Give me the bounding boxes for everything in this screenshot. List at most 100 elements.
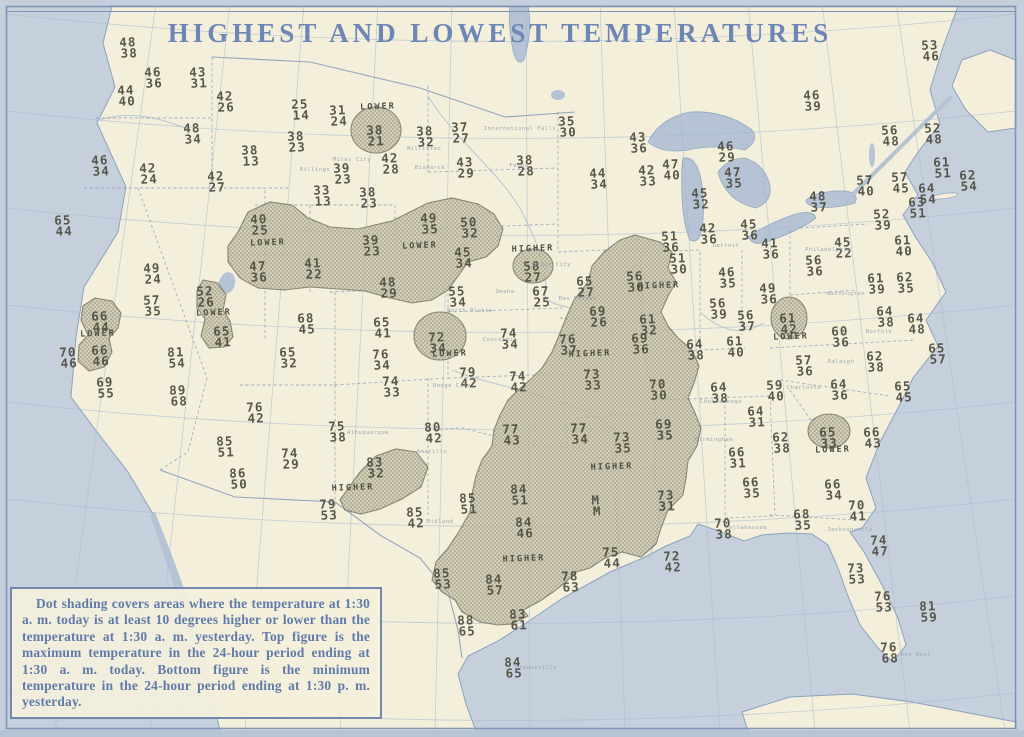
min-temp: 46	[922, 47, 940, 64]
station-temps: 75 44	[601, 544, 621, 570]
great-lakes	[218, 5, 954, 294]
station-temps: 57 45	[890, 169, 910, 196]
station-temps: 52 26	[195, 283, 215, 310]
min-temp: M	[592, 502, 602, 519]
min-temp: 41	[374, 324, 392, 341]
station-temps: 43 29	[455, 154, 475, 180]
city-label: Albuquerque	[347, 430, 389, 436]
station-temps: 70 46	[58, 344, 78, 371]
station-temps: 42 27	[206, 168, 226, 194]
min-temp: 40	[663, 166, 681, 183]
min-temp: 48	[925, 130, 943, 147]
station-temps: 76 34	[371, 346, 391, 373]
station-temps: 85 42	[405, 504, 425, 531]
station-temps: 48 34	[182, 120, 202, 146]
min-temp: 61	[510, 616, 528, 633]
station-temps: 50 32	[459, 214, 479, 240]
station-temps: 69 55	[95, 374, 115, 401]
min-temp: 26	[217, 98, 235, 115]
min-temp: 42	[407, 514, 425, 531]
city-label: Detroit	[712, 243, 740, 249]
min-temp: 32	[367, 464, 385, 481]
station-temps: 48 38	[118, 34, 138, 60]
map-title: HIGHEST AND LOWEST TEMPERATURES	[167, 18, 833, 48]
station-temps: 61 51	[932, 154, 952, 181]
min-temp: 34	[571, 430, 589, 447]
city-label: Philadelphia	[805, 247, 851, 253]
min-temp: 39	[874, 216, 892, 233]
station-temps: 84 51	[509, 481, 529, 508]
station-temps: 47 35	[723, 164, 743, 190]
min-temp: 36	[250, 268, 268, 285]
station-temps: 64 38	[685, 336, 705, 362]
station-temps: 69 26	[588, 303, 608, 329]
station-temps: 43 31	[188, 64, 208, 90]
min-temp: 24	[140, 170, 158, 187]
city-label: Chattanooga	[700, 399, 742, 405]
min-temp: 46	[60, 354, 78, 371]
min-temp: 36	[832, 333, 850, 350]
min-temp: 32	[640, 321, 658, 338]
min-temp: 45	[895, 388, 913, 405]
shading-region-label: LOWER	[360, 101, 396, 113]
min-temp: 36	[796, 362, 814, 379]
shading-region-label: HIGHER	[502, 553, 546, 565]
station-temps: 40 25	[249, 211, 269, 237]
station-temps: 48 37	[808, 188, 828, 214]
station-temps: 77 34	[569, 420, 589, 447]
min-temp: 34	[373, 356, 391, 373]
station-temps: 61 40	[893, 232, 913, 258]
station-temps: 47 40	[661, 156, 681, 183]
station-temps: 39 23	[332, 160, 352, 186]
station-temps: 62 35	[895, 269, 915, 295]
shading-region-label: HIGHER	[511, 243, 555, 255]
min-temp: 51	[217, 443, 235, 460]
station-temps: 73 35	[612, 429, 632, 455]
station-temps: 66 31	[727, 444, 747, 470]
city-label: Brownsville	[515, 665, 557, 671]
min-temp: 26	[197, 293, 215, 310]
station-temps: 74 47	[869, 532, 889, 558]
min-temp: 51	[934, 164, 952, 181]
min-temp: 24	[144, 270, 162, 287]
station-temps: 68 45	[296, 310, 316, 336]
station-temps: 53 46	[920, 37, 940, 64]
min-temp: 29	[380, 284, 398, 301]
min-temp: 34	[92, 162, 110, 179]
station-temps: 56 37	[736, 307, 756, 333]
station-temps: 38 23	[358, 184, 378, 210]
min-temp: 51	[511, 491, 529, 508]
station-temps: 74 29	[280, 445, 300, 471]
min-temp: 33	[584, 376, 602, 393]
station-temps: 57 36	[794, 352, 814, 379]
min-temp: 43	[864, 434, 882, 451]
station-temps: 60 36	[830, 323, 850, 350]
city-label: International Falls	[483, 126, 557, 132]
station-temps: 84 57	[484, 571, 504, 597]
min-temp: 28	[382, 160, 400, 177]
city-label: Key West	[900, 652, 932, 658]
station-temps: 62 54	[958, 167, 978, 193]
min-temp: 44	[55, 222, 73, 239]
station-temps: 86 50	[228, 465, 248, 492]
station-temps: 45 34	[453, 244, 473, 270]
station-temps: 46 35	[717, 264, 737, 290]
station-temps: 81 54	[166, 344, 186, 370]
station-temps: 42 33	[637, 162, 657, 188]
station-temps: 56 39	[708, 295, 728, 321]
min-temp: 45	[892, 179, 910, 196]
station-temps: 67 25	[531, 283, 551, 309]
min-temp: 50	[230, 475, 248, 492]
shading-region-label: LOWER	[432, 348, 468, 360]
station-temps: 88 65	[456, 612, 476, 638]
min-temp: 36	[632, 340, 650, 357]
station-temps: 57 35	[142, 292, 162, 318]
min-temp: 30	[670, 260, 688, 277]
min-temp: 31	[748, 413, 766, 430]
city-label: Williston	[406, 146, 442, 152]
station-temps: 49 24	[142, 260, 162, 287]
station-temps: 65 41	[372, 314, 392, 341]
min-temp: 55	[97, 384, 115, 401]
min-temp: 30	[559, 123, 577, 140]
